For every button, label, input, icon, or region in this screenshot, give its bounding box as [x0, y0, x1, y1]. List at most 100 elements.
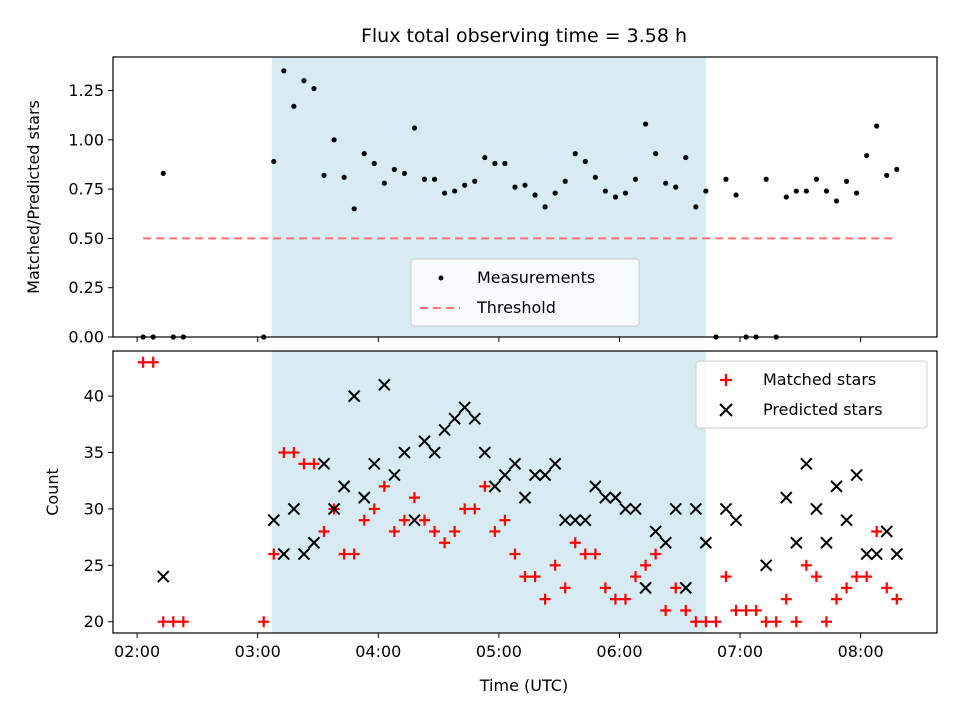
marker-stroke [830, 480, 843, 493]
bottom-legend-box [695, 360, 928, 429]
matched-star-point [539, 593, 551, 605]
marker-stroke [870, 547, 883, 561]
matched-star-point [529, 571, 541, 583]
x-tick-label: 03:00 [235, 642, 281, 661]
marker-stroke [408, 513, 421, 527]
marker-stroke [599, 491, 612, 504]
predicted-star-point [327, 502, 341, 516]
bottom-highlight-span [271, 351, 706, 633]
matched-star-point [157, 616, 169, 628]
matched-star-point [439, 537, 451, 549]
bottom-plot-frame [112, 350, 938, 634]
marker-stroke [579, 513, 592, 527]
predicted-star-point [810, 502, 823, 516]
measurement-point [854, 190, 860, 196]
matched-star-point [640, 559, 652, 571]
matched-star-point [449, 525, 461, 537]
x-tick-label: 04:00 [355, 642, 401, 661]
predicted-star-point [759, 559, 773, 572]
matched-star-point [810, 571, 822, 583]
measurement-point [813, 176, 820, 182]
measurement-point [492, 160, 498, 167]
marker-stroke [639, 581, 652, 595]
marker-stroke [297, 547, 311, 561]
matched-star-point [820, 616, 832, 628]
predicted-star-point [528, 468, 542, 482]
top-legend-box [410, 258, 640, 327]
top-panel: 0.00 0.25 0.50 0.75 1.00 1.25 Matched/Predict… [24, 56, 938, 347]
predicted-star-point [538, 468, 552, 482]
predicted-star-point [558, 513, 572, 527]
predicted-star-point [388, 468, 401, 482]
measurement-point [391, 166, 397, 172]
matched-star-point [770, 616, 782, 628]
measurement-point [622, 190, 629, 196]
predicted-star-point [287, 502, 301, 516]
y-tick-label: 1.00 [68, 130, 104, 149]
measurement-point [271, 158, 277, 165]
marker-stroke [358, 491, 371, 504]
predicted-star-point [860, 547, 873, 561]
top-y-axis-title: Matched/Predicted stars [24, 100, 43, 294]
marker-stroke [317, 457, 331, 471]
marker-stroke [398, 446, 411, 459]
measurement-point [602, 188, 608, 194]
matched-star-point [419, 514, 431, 526]
marker-stroke [548, 457, 562, 471]
marker-stroke [689, 502, 703, 516]
x-axis-title: Time (UTC) [479, 676, 568, 695]
predicted-star-point [599, 491, 612, 504]
marker-stroke [488, 480, 502, 493]
marker-stroke [759, 559, 773, 572]
measurement-point [703, 188, 709, 194]
matched-star-point [740, 604, 752, 616]
legend-label-predicted: Predicted stars [763, 400, 883, 419]
matched-star-point [288, 447, 300, 459]
marker-stroke [609, 491, 622, 504]
measurement-point [472, 178, 478, 184]
predicted-star-point [368, 457, 381, 471]
matched-star-point [589, 548, 601, 560]
matched-star-point [831, 593, 843, 605]
x-tick-label: 02:00 [114, 642, 160, 661]
measurement-point [462, 182, 468, 188]
marker-stroke [498, 468, 512, 482]
y-tick-label: 25 [84, 556, 104, 575]
measurement-point [823, 188, 830, 194]
measurement-point [361, 151, 367, 157]
matched-star-point [871, 525, 883, 537]
chart-title: Flux total observing time = 3.58 h [361, 25, 687, 47]
matched-star-point [881, 582, 893, 594]
predicted-star-point [729, 513, 743, 527]
predicted-star-point [689, 502, 703, 516]
matched-star-point [137, 356, 149, 368]
predicted-star-point [870, 547, 883, 561]
marker-stroke [820, 536, 833, 549]
top-y-ticks: 0.00 0.25 0.50 0.75 1.00 1.25 [68, 81, 113, 347]
predicted-star-point [488, 480, 502, 493]
marker-stroke [528, 468, 542, 482]
matched-star-point [630, 571, 642, 583]
matched-star-point [318, 525, 330, 537]
matched-star-point [559, 582, 571, 594]
marker-stroke [890, 547, 904, 561]
matched-star-point [730, 604, 742, 616]
measurement-point [693, 204, 699, 210]
measurement-point [421, 176, 428, 182]
top-legend: Measurements Threshold [410, 258, 640, 327]
predicted-star-point [569, 513, 582, 527]
measurement-point [291, 103, 297, 109]
measurement-point [653, 151, 659, 157]
predicted-star-point [589, 480, 602, 493]
marker-stroke [418, 435, 431, 448]
predicted-star-point [850, 468, 863, 482]
predicted-star-point [719, 502, 733, 516]
matched-star-point [710, 616, 722, 628]
matched-star-point [167, 616, 179, 628]
predicted-star-point [669, 502, 682, 516]
marker-stroke [287, 502, 301, 516]
matched-star-point [378, 480, 390, 492]
marker-stroke [267, 513, 280, 527]
measurement-point [833, 198, 840, 204]
